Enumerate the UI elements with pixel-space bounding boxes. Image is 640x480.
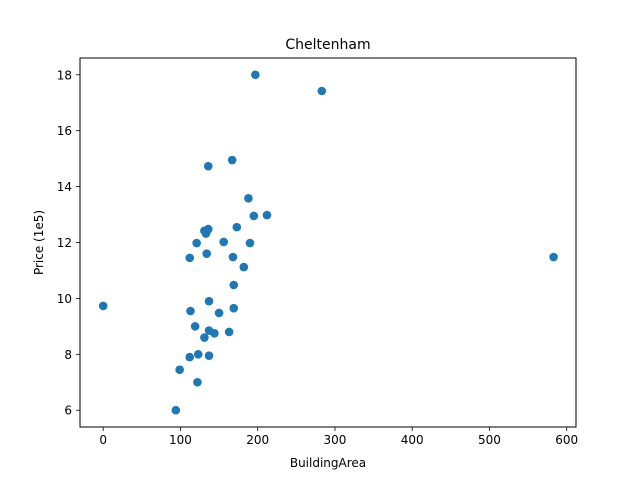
x-axis-label: BuildingArea [290,456,366,470]
y-tick-label: 12 [57,236,72,250]
data-point [229,303,239,313]
data-point [185,352,195,362]
y-axis-ticks: 6 8 10 12 14 16 18 [57,68,80,418]
chart-title: Cheltenham [285,37,370,53]
x-tick-label: 300 [324,433,347,447]
data-point [185,253,195,263]
data-point [219,237,228,247]
x-tick-label: 0 [99,433,107,447]
data-point [245,238,255,248]
data-point [224,327,234,337]
data-point [317,86,327,96]
x-axis-ticks: 0 100 200 300 400 500 600 [99,427,578,447]
data-point [249,211,259,221]
y-tick-label: 10 [57,292,72,306]
data-point [262,210,272,220]
y-tick-label: 8 [64,348,72,362]
y-tick-label: 18 [57,68,72,82]
data-point [228,252,238,262]
data-point [193,350,203,359]
x-tick-label: 400 [401,433,424,447]
data-point [251,70,260,80]
data-point [229,280,239,290]
data-point [175,365,184,374]
data-point [203,161,213,171]
y-tick-label: 16 [57,124,72,138]
x-tick-label: 500 [478,433,501,447]
y-tick-label: 14 [57,180,72,194]
y-tick-label: 6 [64,404,72,418]
data-point [171,405,181,415]
data-point [227,155,237,165]
data-point [244,194,253,203]
data-point [186,306,195,316]
data-point [232,222,242,232]
data-point [202,249,211,258]
data-point [190,322,200,331]
data-point [549,252,558,262]
x-tick-label: 100 [169,433,192,447]
data-point [204,296,214,306]
data-point [193,377,202,387]
x-tick-label: 200 [246,433,269,447]
data-point [203,224,213,234]
data-point [200,333,209,342]
data-point [210,329,219,338]
data-point [98,301,108,311]
data-points [98,70,558,415]
data-point [192,238,201,248]
x-tick-label: 600 [555,433,578,447]
data-point [204,351,214,361]
data-point [239,262,249,272]
y-axis-label: Price (1e5) [32,210,46,275]
data-point [214,308,224,318]
